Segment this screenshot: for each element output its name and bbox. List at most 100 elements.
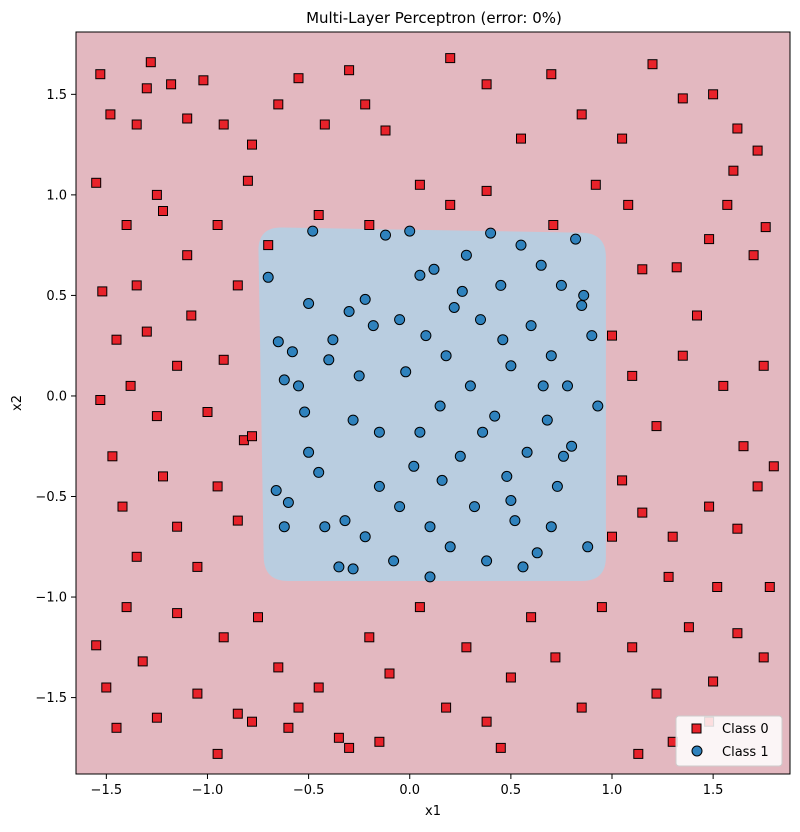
class-0-point — [445, 199, 456, 210]
class-1-point — [454, 450, 466, 462]
class-0-point — [151, 411, 162, 422]
class-0-point — [182, 113, 193, 124]
class-0-point — [247, 139, 257, 150]
class-0-point — [232, 708, 243, 719]
class-0-point — [263, 240, 274, 251]
class-0-point — [172, 521, 183, 532]
class-0-point — [95, 69, 106, 80]
class-0-point — [121, 220, 132, 230]
class-1-point — [359, 293, 371, 305]
x-tick-label: −1.0 — [192, 783, 224, 798]
class-0-point — [344, 65, 355, 76]
class-1-point — [541, 414, 553, 426]
class-0-point — [651, 421, 662, 432]
y-tick-label: −1.5 — [35, 691, 67, 706]
class-0-point — [414, 179, 425, 190]
class-0-point — [242, 175, 253, 186]
legend-label-class-0: Class 0 — [722, 722, 769, 737]
x-axis-label: x1 — [425, 804, 441, 819]
class-0-point — [667, 531, 678, 542]
class-1-point — [303, 298, 315, 309]
class-1-point — [307, 225, 319, 237]
class-0-point — [333, 732, 344, 743]
class-1-point — [505, 360, 517, 372]
class-1-point — [408, 460, 420, 472]
class-0-point — [273, 99, 284, 110]
class-0-point — [313, 682, 324, 693]
class-0-point — [712, 582, 723, 592]
class-1-point — [545, 521, 557, 533]
class-0-point — [732, 123, 743, 134]
class-0-point — [526, 612, 537, 623]
class-0-point — [364, 632, 375, 643]
class-1-point — [353, 370, 365, 382]
class-0-point — [137, 656, 148, 667]
class-0-point — [218, 119, 229, 130]
class-1-point — [347, 563, 359, 575]
class-0-point — [461, 642, 472, 653]
class-1-point — [282, 497, 294, 508]
class-0-point — [692, 310, 702, 321]
class-1-point — [333, 561, 345, 573]
class-0-point — [548, 220, 559, 230]
class-0-point — [647, 59, 658, 70]
class-0-point — [732, 628, 743, 639]
class-0-point — [117, 501, 128, 512]
class-1-point — [327, 334, 339, 346]
class-1-point — [576, 300, 588, 311]
class-1-point — [562, 380, 573, 392]
y-tick-label: −1.0 — [35, 591, 67, 606]
class-1-point — [347, 414, 359, 426]
class-1-point — [485, 227, 497, 239]
class-1-point — [566, 440, 578, 452]
legend-box — [675, 715, 783, 767]
class-0-point — [166, 79, 177, 90]
class-0-point — [218, 632, 229, 643]
class-0-point — [212, 748, 223, 759]
class-1-point — [286, 346, 298, 358]
class-0-point — [441, 702, 452, 713]
y-tick-label: −0.5 — [35, 490, 67, 505]
class-0-point — [651, 688, 662, 699]
class-1-point — [525, 320, 537, 332]
class-0-point — [247, 716, 257, 727]
class-1-point — [444, 541, 456, 553]
class-1-point — [464, 380, 476, 392]
class-1-point — [359, 531, 371, 543]
class-1-point — [551, 480, 563, 492]
class-1-point — [420, 330, 432, 342]
legend-marker-class-1 — [691, 745, 703, 757]
class-0-point — [131, 280, 142, 291]
class-1-point — [537, 380, 549, 392]
class-0-point — [445, 53, 456, 64]
class-0-point — [637, 264, 648, 275]
class-1-point — [495, 279, 507, 291]
class-1-decision-region — [258, 227, 606, 581]
class-0-point — [764, 582, 775, 592]
y-axis: 1.5 1.0 0.5 0.0 −0.5 −1.0 −1.5 — [35, 88, 76, 706]
class-0-point — [623, 199, 634, 210]
class-1-point — [394, 501, 406, 513]
plot-frame — [75, 31, 791, 775]
class-1-point — [414, 426, 426, 438]
class-1-point — [414, 269, 426, 281]
class-0-point — [91, 640, 102, 651]
class-1-point — [505, 495, 517, 506]
class-0-point — [344, 742, 355, 753]
class-0-point — [232, 280, 243, 291]
class-0-point — [384, 668, 395, 679]
class-0-point — [590, 179, 601, 190]
class-1-point — [272, 336, 284, 348]
class-1-point — [509, 515, 521, 527]
class-0-point — [182, 250, 193, 261]
class-0-point — [364, 220, 375, 230]
class-0-point — [481, 716, 492, 727]
class-0-point — [101, 682, 112, 693]
class-1-point — [440, 350, 452, 362]
class-1-point — [545, 350, 557, 362]
class-0-point — [151, 712, 162, 723]
class-0-point — [704, 234, 715, 245]
class-0-point — [683, 622, 694, 633]
class-0-point — [627, 370, 638, 381]
class-0-point — [663, 571, 674, 582]
